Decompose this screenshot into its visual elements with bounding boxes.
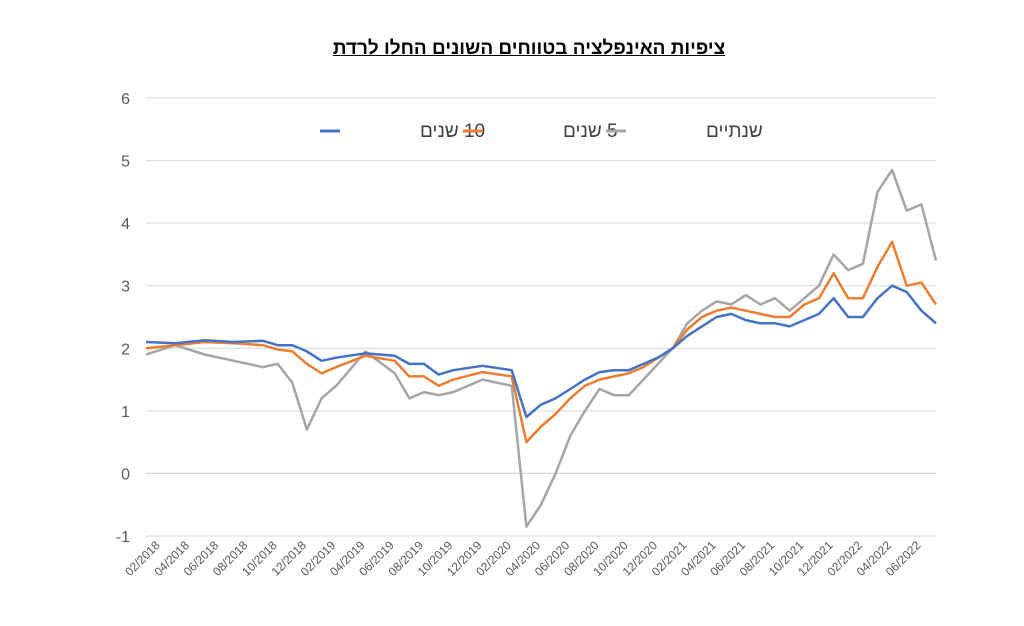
y-tick-label: 1 (121, 404, 130, 421)
legend: 10 שנים 5 שנים שנתיים (320, 121, 763, 142)
y-axis-ticks: -1 0 1 2 3 4 5 6 (116, 91, 130, 546)
legend-label-1: 5 שנים (563, 121, 618, 142)
legend-label-0: 10 שנים (420, 121, 485, 142)
chart-title: ציפיות האינפלציה בטווחים השונים החלו לרד… (332, 38, 726, 59)
series-line-2 (145, 168, 938, 528)
y-tick-label: 5 (121, 154, 130, 171)
y-tick-label: 0 (121, 466, 130, 483)
y-tick-label: 4 (121, 216, 130, 233)
y-tick-label: 2 (121, 341, 130, 358)
y-tick-label: 3 (121, 279, 130, 296)
y-tick-label: -1 (116, 529, 130, 546)
grid-layer (146, 97, 936, 537)
series-line-0 (145, 284, 937, 419)
y-tick-label: 6 (121, 91, 130, 108)
legend-label-2: שנתיים (706, 121, 763, 142)
x-axis-ticks: 02/201804/201806/201808/201810/201812/20… (122, 538, 924, 579)
series-line-1 (145, 240, 938, 444)
series-lines (145, 168, 938, 528)
